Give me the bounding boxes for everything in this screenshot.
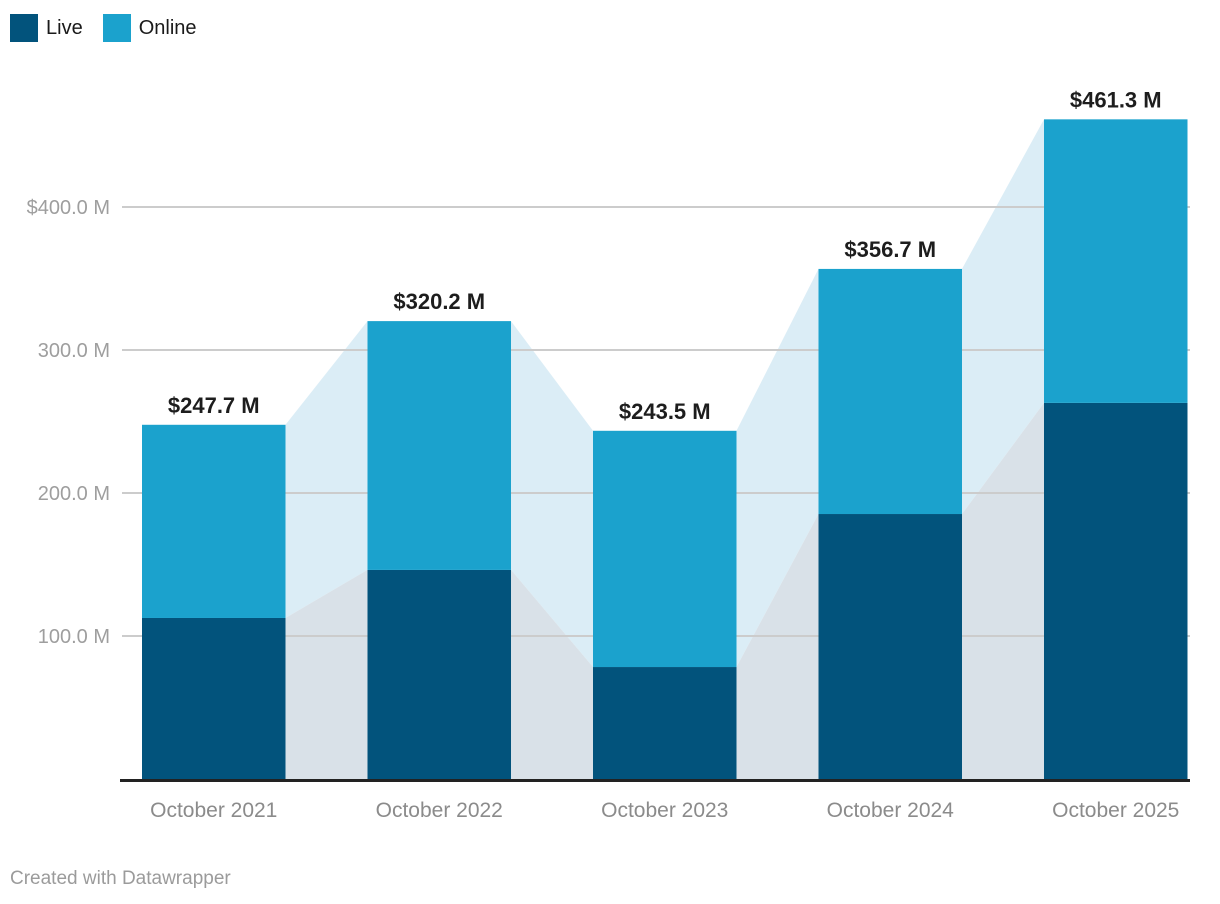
- bar-live-0: [142, 617, 286, 779]
- bar-online-1: [367, 321, 511, 570]
- x-axis-label-0: October 2021: [150, 799, 277, 822]
- total-label-3: $356.7 M: [844, 237, 936, 262]
- x-axis-label-1: October 2022: [376, 799, 503, 822]
- x-axis-label-3: October 2024: [827, 799, 955, 822]
- connector-online-3: [962, 119, 1044, 515]
- total-label-0: $247.7 M: [168, 393, 260, 418]
- connector-online-2: [736, 268, 819, 668]
- total-label-2: $243.5 M: [619, 399, 711, 424]
- legend-swatch-online: [102, 14, 131, 42]
- connector-online-0: [285, 321, 368, 618]
- legend-swatch-live: [10, 14, 38, 42]
- total-label-1: $320.2 M: [393, 289, 485, 314]
- y-axis-label-200: 200.0 M: [38, 483, 110, 505]
- bar-online-3: [818, 268, 962, 515]
- bar-online-4: [1044, 119, 1188, 403]
- legend-item-online: Online: [102, 14, 197, 42]
- legend-label-live: Live: [46, 17, 83, 39]
- stacked-bar-chart: 100.0 M 200.0 M 300.0 M $400.0 M $247.7 M $32…: [27, 87, 1190, 822]
- connector-live-2: [736, 514, 819, 779]
- legend-item-live: Live: [10, 14, 83, 42]
- y-axis-label-400: $400.0 M: [27, 197, 110, 219]
- connector-online-1: [511, 321, 593, 668]
- connector-live-0: [285, 569, 368, 779]
- legend-label-online: Online: [138, 17, 197, 39]
- bar-live-3: [818, 514, 962, 779]
- x-axis-label-2: October 2023: [601, 799, 728, 822]
- bar-live-2: [593, 667, 737, 779]
- bar-live-1: [367, 569, 511, 779]
- chart-legend: Live Online: [10, 14, 197, 42]
- bar-live-4: [1044, 402, 1188, 779]
- x-axis-label-4: October 2025: [1052, 799, 1179, 822]
- y-axis-label-100: 100.0 M: [38, 626, 110, 648]
- bar-online-2: [593, 430, 737, 668]
- total-label-4: $461.3 M: [1070, 87, 1162, 112]
- attribution-text: Created with Datawrapper: [10, 868, 231, 889]
- y-axis-label-300: 300.0 M: [38, 340, 110, 362]
- connector-live-3: [962, 402, 1044, 779]
- bar-online-0: [142, 424, 286, 618]
- connector-live-1: [511, 569, 593, 779]
